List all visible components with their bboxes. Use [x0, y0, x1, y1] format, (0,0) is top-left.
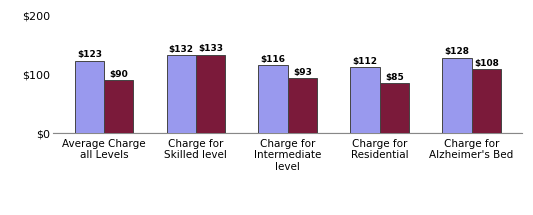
Bar	[166, 55, 196, 133]
Bar	[350, 67, 379, 133]
Bar	[442, 58, 472, 133]
Text: $123: $123	[77, 50, 102, 59]
Text: $85: $85	[385, 73, 404, 82]
Bar	[472, 69, 501, 133]
Bar	[75, 61, 104, 133]
Text: $93: $93	[293, 68, 312, 77]
Text: $128: $128	[445, 48, 470, 56]
Text: $90: $90	[109, 70, 128, 79]
Bar	[259, 65, 288, 133]
Text: $133: $133	[198, 45, 223, 54]
Text: $132: $132	[169, 45, 193, 54]
Bar	[104, 80, 133, 133]
Bar	[379, 83, 409, 133]
Bar	[196, 55, 225, 133]
Text: $116: $116	[261, 55, 286, 63]
Text: $108: $108	[474, 59, 499, 68]
Text: $112: $112	[352, 57, 377, 66]
Bar	[288, 78, 317, 133]
